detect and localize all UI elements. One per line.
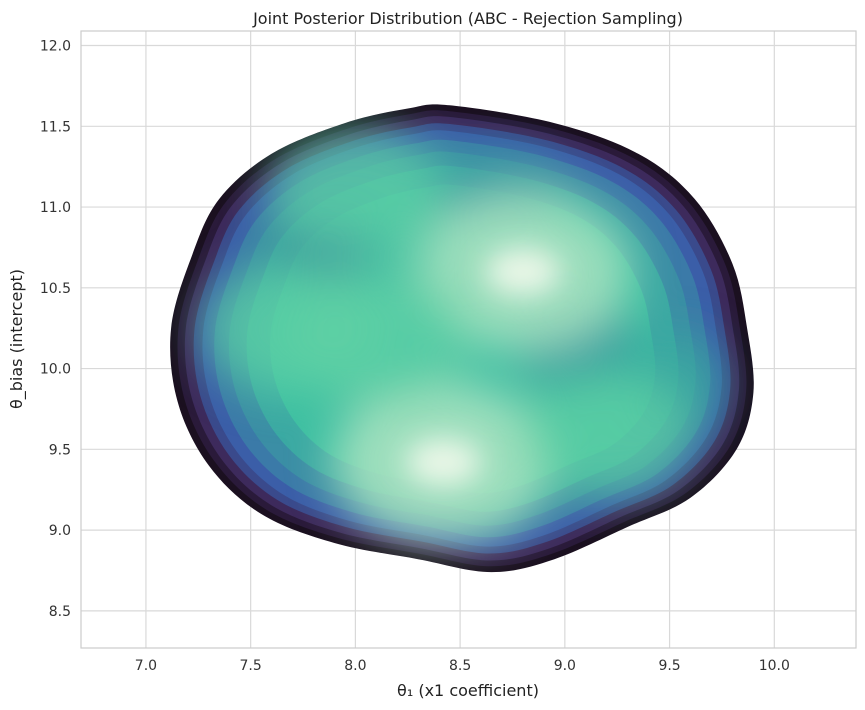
x-tick-label: 8.0: [344, 658, 366, 674]
x-tick-label: 10.0: [759, 658, 790, 674]
density-mode: [484, 247, 561, 296]
x-axis-label: θ₁ (x1 coefficient): [397, 681, 539, 700]
x-tick-label: 9.0: [554, 658, 576, 674]
density-interior: [202, 126, 721, 543]
density-peak: [267, 126, 444, 255]
density-kde: [170, 104, 754, 573]
y-tick-label: 11.0: [40, 200, 71, 216]
y-tick-label: 11.5: [40, 119, 71, 135]
density-peak: [202, 262, 383, 394]
y-tick-label: 9.5: [49, 442, 71, 458]
y-axis-label: θ_bias (intercept): [7, 269, 27, 409]
y-tick-label: 8.5: [49, 604, 71, 620]
y-tick-label: 10.5: [40, 281, 71, 297]
chart-title: Joint Posterior Distribution (ABC - Reje…: [252, 9, 683, 28]
density-peak: [520, 370, 693, 496]
x-tick-label: 8.5: [449, 658, 471, 674]
density-mode: [405, 438, 482, 487]
y-tick-label: 12.0: [40, 39, 71, 55]
y-tick-label: 9.0: [49, 523, 71, 539]
plot-frame: [80, 30, 857, 649]
y-tick-label: 10.0: [40, 362, 71, 378]
y-tick-labels: 8.5 9.0 9.5 10.0 10.5 11.0 11.5 12.0: [40, 39, 71, 620]
x-tick-label: 7.5: [240, 658, 262, 674]
x-tick-labels: 7.0 7.5 8.0 8.5 9.0 9.5 10.0: [135, 658, 790, 674]
x-tick-label: 7.0: [135, 658, 157, 674]
x-tick-label: 9.5: [658, 658, 680, 674]
